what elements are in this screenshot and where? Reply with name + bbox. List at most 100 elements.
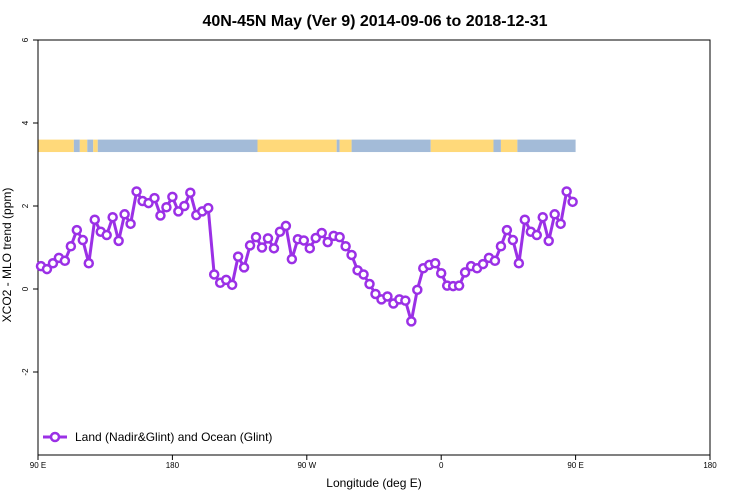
data-point (71, 224, 83, 236)
x-axis: 90 E 180 90 W 0 90 E 180 (30, 455, 717, 470)
data-point (507, 234, 519, 246)
data-point (89, 214, 100, 225)
data-point (453, 280, 465, 291)
surface-band-land (339, 139, 352, 153)
data-point (513, 258, 525, 269)
surface-band-ocean (97, 139, 258, 153)
x-tick-label: 90 E (30, 461, 46, 470)
data-point (65, 241, 77, 252)
chart-title: 40N-45N May (Ver 9) 2014-09-06 to 2018-1… (202, 13, 547, 30)
data-point (435, 267, 447, 279)
data-point (358, 269, 369, 280)
data-point (208, 269, 220, 280)
data-point (334, 231, 345, 243)
surface-band-ocean (351, 139, 431, 153)
data-point (268, 243, 280, 254)
surface-band-ocean (493, 139, 501, 153)
surface-band-land (38, 139, 74, 153)
data-point (274, 226, 286, 237)
data-point (322, 236, 333, 248)
data-point (364, 278, 375, 290)
data-point (41, 263, 53, 275)
surface-band-land (257, 139, 337, 153)
data-point (537, 211, 548, 223)
data-point (101, 229, 112, 241)
data-point (298, 235, 310, 246)
x-tick-label: 180 (166, 461, 180, 470)
data-point (232, 251, 244, 262)
data-point (382, 291, 393, 302)
data-point (83, 258, 95, 269)
surface-strip (38, 139, 576, 153)
y-tick-label: -2 (21, 368, 30, 376)
data-point (340, 241, 351, 252)
surface-band-ocean (517, 139, 576, 153)
data-point (113, 235, 124, 247)
data-point (59, 255, 71, 267)
data-point (561, 186, 572, 197)
surface-band-land (79, 139, 88, 153)
y-axis-label: XCO2 - MLO trend (ppm) (0, 188, 14, 323)
data-point (304, 243, 316, 254)
data-point (406, 316, 417, 327)
surface-band-ocean (87, 139, 94, 153)
y-tick-label: 0 (21, 286, 30, 291)
data-point (238, 262, 250, 273)
data-point (477, 258, 489, 270)
data-point (149, 192, 160, 204)
data-point (316, 227, 327, 239)
data-point (555, 218, 566, 230)
data-point (543, 235, 554, 247)
surface-band-land (430, 139, 494, 153)
data-point (155, 210, 166, 221)
y-axis: -2 0 2 4 6 (21, 37, 38, 376)
data-point (400, 295, 411, 306)
x-axis-label: Longitude (deg E) (326, 476, 421, 490)
surface-band-land (93, 139, 98, 153)
data-point (262, 233, 274, 244)
x-tick-label: 180 (703, 461, 717, 470)
data-point (125, 218, 136, 230)
data-point (161, 201, 172, 213)
surface-band-ocean (73, 139, 80, 153)
y-tick-label: 2 (21, 203, 30, 208)
x-tick-label: 0 (439, 461, 444, 470)
surface-band-ocean (336, 139, 340, 153)
data-point (77, 234, 89, 246)
y-tick-label: 6 (21, 37, 30, 42)
data-point (202, 202, 214, 214)
data-point (286, 253, 298, 265)
data-point (167, 191, 178, 203)
legend: Land (Nadir&Glint) and Ocean (Glint) (43, 430, 272, 444)
surface-band-land (500, 139, 518, 153)
data-point (412, 284, 423, 296)
data-point (250, 231, 262, 243)
data-point (346, 249, 357, 261)
data-point (185, 187, 196, 198)
data-point (131, 186, 142, 197)
data-point (256, 242, 268, 253)
data-point (179, 200, 190, 212)
data-point (226, 279, 238, 291)
series-layer (35, 186, 578, 327)
data-point (495, 241, 507, 252)
data-point (501, 224, 513, 236)
plot-frame (37, 39, 711, 456)
x-tick-label: 90 W (297, 461, 316, 470)
data-point (549, 209, 560, 220)
data-point (280, 220, 292, 232)
data-point (519, 214, 531, 225)
data-point (459, 267, 471, 278)
data-point (244, 240, 256, 251)
x-tick-label: 90 E (567, 461, 583, 470)
legend-entry: Land (Nadir&Glint) and Ocean (Glint) (75, 430, 272, 444)
data-point (107, 211, 118, 223)
plot-area (37, 39, 711, 456)
legend-marker (49, 431, 61, 443)
data-point (429, 258, 441, 269)
data-point (567, 196, 578, 208)
y-tick-label: 4 (21, 120, 30, 125)
data-point (531, 229, 543, 241)
data-point (119, 209, 130, 220)
